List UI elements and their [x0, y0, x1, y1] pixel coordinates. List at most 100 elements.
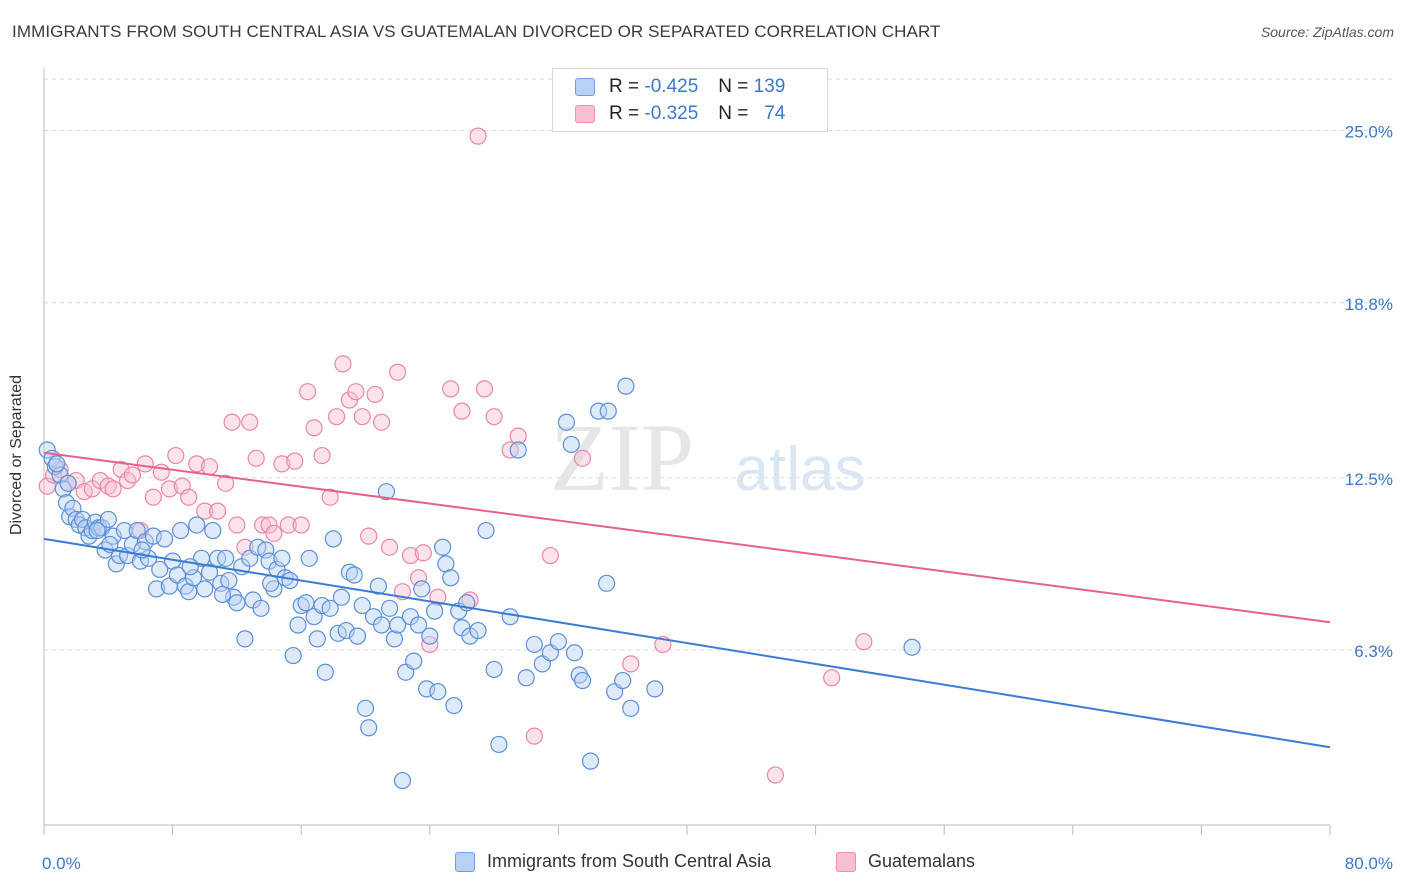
blue-data-point: [332, 588, 350, 606]
pink-data-point: [286, 452, 304, 470]
pink-data-point: [366, 385, 384, 404]
pink-data-point: [414, 544, 432, 562]
pink-data-point: [321, 488, 339, 506]
pink-data-point: [401, 546, 420, 565]
blue-data-point: [300, 549, 318, 567]
pink-data-point: [389, 363, 407, 381]
y-tick-label: 12.5%: [1345, 470, 1393, 489]
pink-data-point: [313, 446, 331, 465]
blue-data-point: [147, 580, 166, 598]
r-value: -0.425: [644, 76, 699, 97]
pink-data-point: [766, 766, 785, 784]
blue-data-point: [284, 646, 302, 665]
pink-swatch: [575, 105, 595, 123]
blue-data-point: [565, 644, 584, 662]
legend-label: Immigrants from South Central Asia: [487, 851, 772, 871]
pink-data-point: [136, 455, 154, 473]
pink-data-point: [409, 569, 428, 587]
r-label: R =: [609, 103, 640, 124]
pink-data-point: [347, 383, 365, 401]
blue-data-point: [434, 538, 452, 556]
blue-trend-line: [43, 537, 1331, 749]
blue-data-point: [144, 527, 162, 545]
legend-item-south-central-asia[interactable]: Immigrants from South Central Asia: [455, 851, 771, 872]
blue-data-point: [372, 616, 391, 634]
blue-data-point: [188, 516, 206, 534]
blue-data-point: [257, 541, 275, 559]
pink-data-point: [99, 477, 117, 495]
pink-data-point: [855, 633, 873, 651]
pink-data-point: [241, 413, 259, 431]
pink-data-point: [453, 402, 471, 420]
pink-data-point: [196, 502, 214, 520]
trend-layer: [43, 451, 1331, 749]
blue-data-point: [151, 560, 169, 579]
blue-data-point: [225, 588, 243, 606]
blue-data-point: [321, 599, 339, 617]
n-label: N =: [718, 76, 749, 97]
blue-data-point: [88, 521, 106, 540]
blue-data-point: [557, 413, 576, 431]
chart-title: IMMIGRANTS FROM SOUTH CENTRAL ASIA VS GU…: [12, 22, 941, 41]
pink-data-point: [247, 449, 265, 467]
blue-data-point: [353, 596, 371, 615]
blue-data-point: [345, 566, 363, 584]
blue-data-point: [213, 585, 232, 604]
blue-data-point: [469, 621, 487, 640]
blue-data-point: [426, 602, 444, 620]
blue-data-point: [172, 521, 190, 540]
pink-data-point: [200, 458, 219, 476]
blue-data-point: [289, 616, 307, 634]
blue-data-point: [360, 719, 378, 737]
blue-data-point: [417, 680, 436, 698]
blue-data-point: [356, 699, 375, 717]
pink-data-point: [167, 446, 185, 465]
pink-data-point: [541, 546, 559, 565]
blue-data-point: [196, 580, 214, 598]
watermark: ZIP atlas: [550, 404, 865, 511]
pink-data-point: [360, 527, 378, 545]
blue-data-point: [598, 574, 616, 592]
pink-data-point: [144, 488, 162, 506]
y-tick-label: 25.0%: [1345, 123, 1393, 142]
blue-data-point: [273, 549, 291, 567]
blue-data-point: [599, 402, 617, 420]
blue-data-point: [217, 549, 235, 567]
blue-data-point: [228, 594, 246, 612]
x-tick-label: 0.0%: [42, 854, 81, 873]
pink-trend-line: [43, 451, 1331, 624]
blue-data-point: [562, 435, 580, 454]
blue-data-point: [316, 663, 334, 681]
pink-data-point: [509, 427, 527, 445]
x-tick-label: 80.0%: [1345, 854, 1393, 873]
blue-swatch: [575, 78, 595, 96]
blue-data-point: [64, 499, 82, 517]
pink-data-point: [260, 516, 278, 534]
y-tick-label: 18.8%: [1345, 295, 1393, 314]
pink-data-point: [381, 538, 399, 556]
y-tick-label: 6.3%: [1354, 642, 1393, 661]
pink-data-point: [104, 480, 122, 498]
blue-data-point: [903, 638, 921, 656]
axes-layer: [43, 68, 1331, 835]
pink-data-point: [485, 408, 503, 426]
blue-data-point: [445, 696, 463, 715]
blue-data-point: [617, 377, 635, 395]
blue-data-point: [200, 563, 219, 581]
pink-data-point: [279, 516, 297, 534]
blue-data-point: [297, 594, 315, 612]
blue-data-point: [581, 752, 600, 770]
n-value: 139: [753, 76, 786, 97]
blue-data-point: [409, 616, 428, 634]
blue-data-point: [340, 563, 359, 581]
blue-data-point: [54, 480, 72, 498]
pink-data-point: [160, 480, 178, 498]
blue-data-point: [573, 671, 592, 690]
legend-item-guatemalans[interactable]: Guatemalans: [836, 851, 975, 872]
blue-data-point: [393, 771, 412, 790]
blue-data-point: [369, 577, 387, 595]
pink-data-point: [273, 455, 291, 473]
pink-data-point: [573, 449, 592, 467]
blue-data-point: [308, 630, 326, 648]
